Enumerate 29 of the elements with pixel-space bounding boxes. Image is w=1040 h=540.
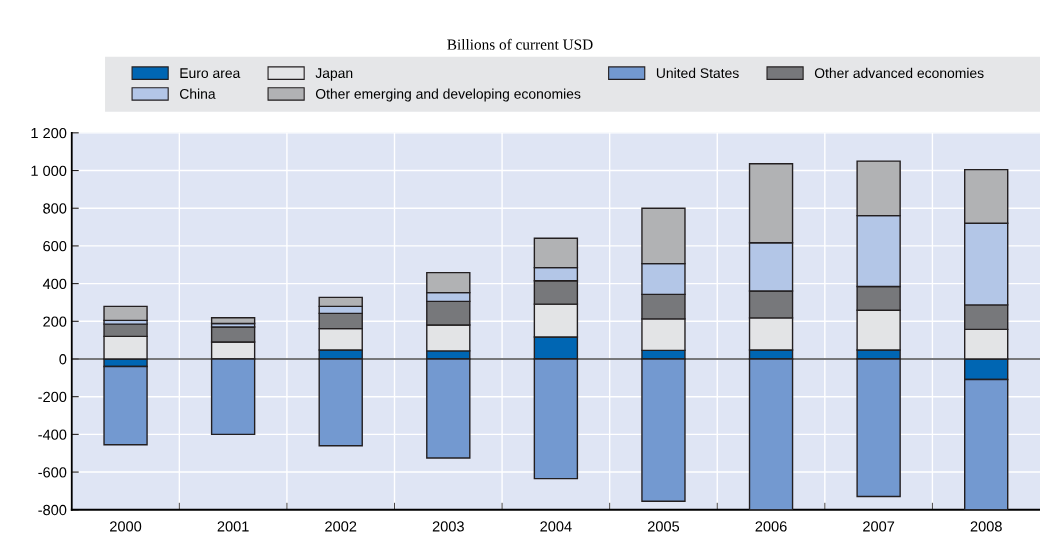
y-tick-label: 1 200 xyxy=(31,127,67,139)
bar xyxy=(210,317,256,325)
x-tick-label: 2000 xyxy=(110,521,142,532)
x-tick-label: 2006 xyxy=(755,521,787,532)
y-tick-label: -400 xyxy=(38,429,67,440)
x-tick-label: 2003 xyxy=(432,521,464,532)
y-tick-label: -200 xyxy=(38,391,67,403)
legend-label: Japan xyxy=(315,68,353,81)
y-tick-label: 400 xyxy=(42,278,67,290)
legend-label: Other advanced economies xyxy=(814,67,984,79)
x-tick-label: 2004 xyxy=(540,521,572,532)
y-tick-label: 600 xyxy=(43,241,67,252)
legend-label: Euro area xyxy=(180,68,241,79)
x-tick-label: 2001 xyxy=(217,521,249,532)
legend-label: China xyxy=(180,88,216,99)
y-tick-label: 0 xyxy=(59,354,67,365)
x-tick-label: 2002 xyxy=(325,521,357,532)
x-tick-label: 2008 xyxy=(970,521,1002,532)
x-tick-label: 2005 xyxy=(647,521,680,532)
bar xyxy=(103,305,148,322)
y-tick-label: 200 xyxy=(43,316,67,327)
legend-label: Other emerging and developing economies xyxy=(315,88,581,102)
y-tick-label: 800 xyxy=(43,203,67,214)
y-tick-label: -800 xyxy=(38,504,67,516)
y-tick-label: -600 xyxy=(38,467,67,478)
legend-label: United States xyxy=(656,67,739,79)
chart-subtitle: Billions of current USD xyxy=(447,38,593,50)
x-tick-label: 2007 xyxy=(863,521,895,532)
y-tick-label: 1 000 xyxy=(31,165,67,176)
